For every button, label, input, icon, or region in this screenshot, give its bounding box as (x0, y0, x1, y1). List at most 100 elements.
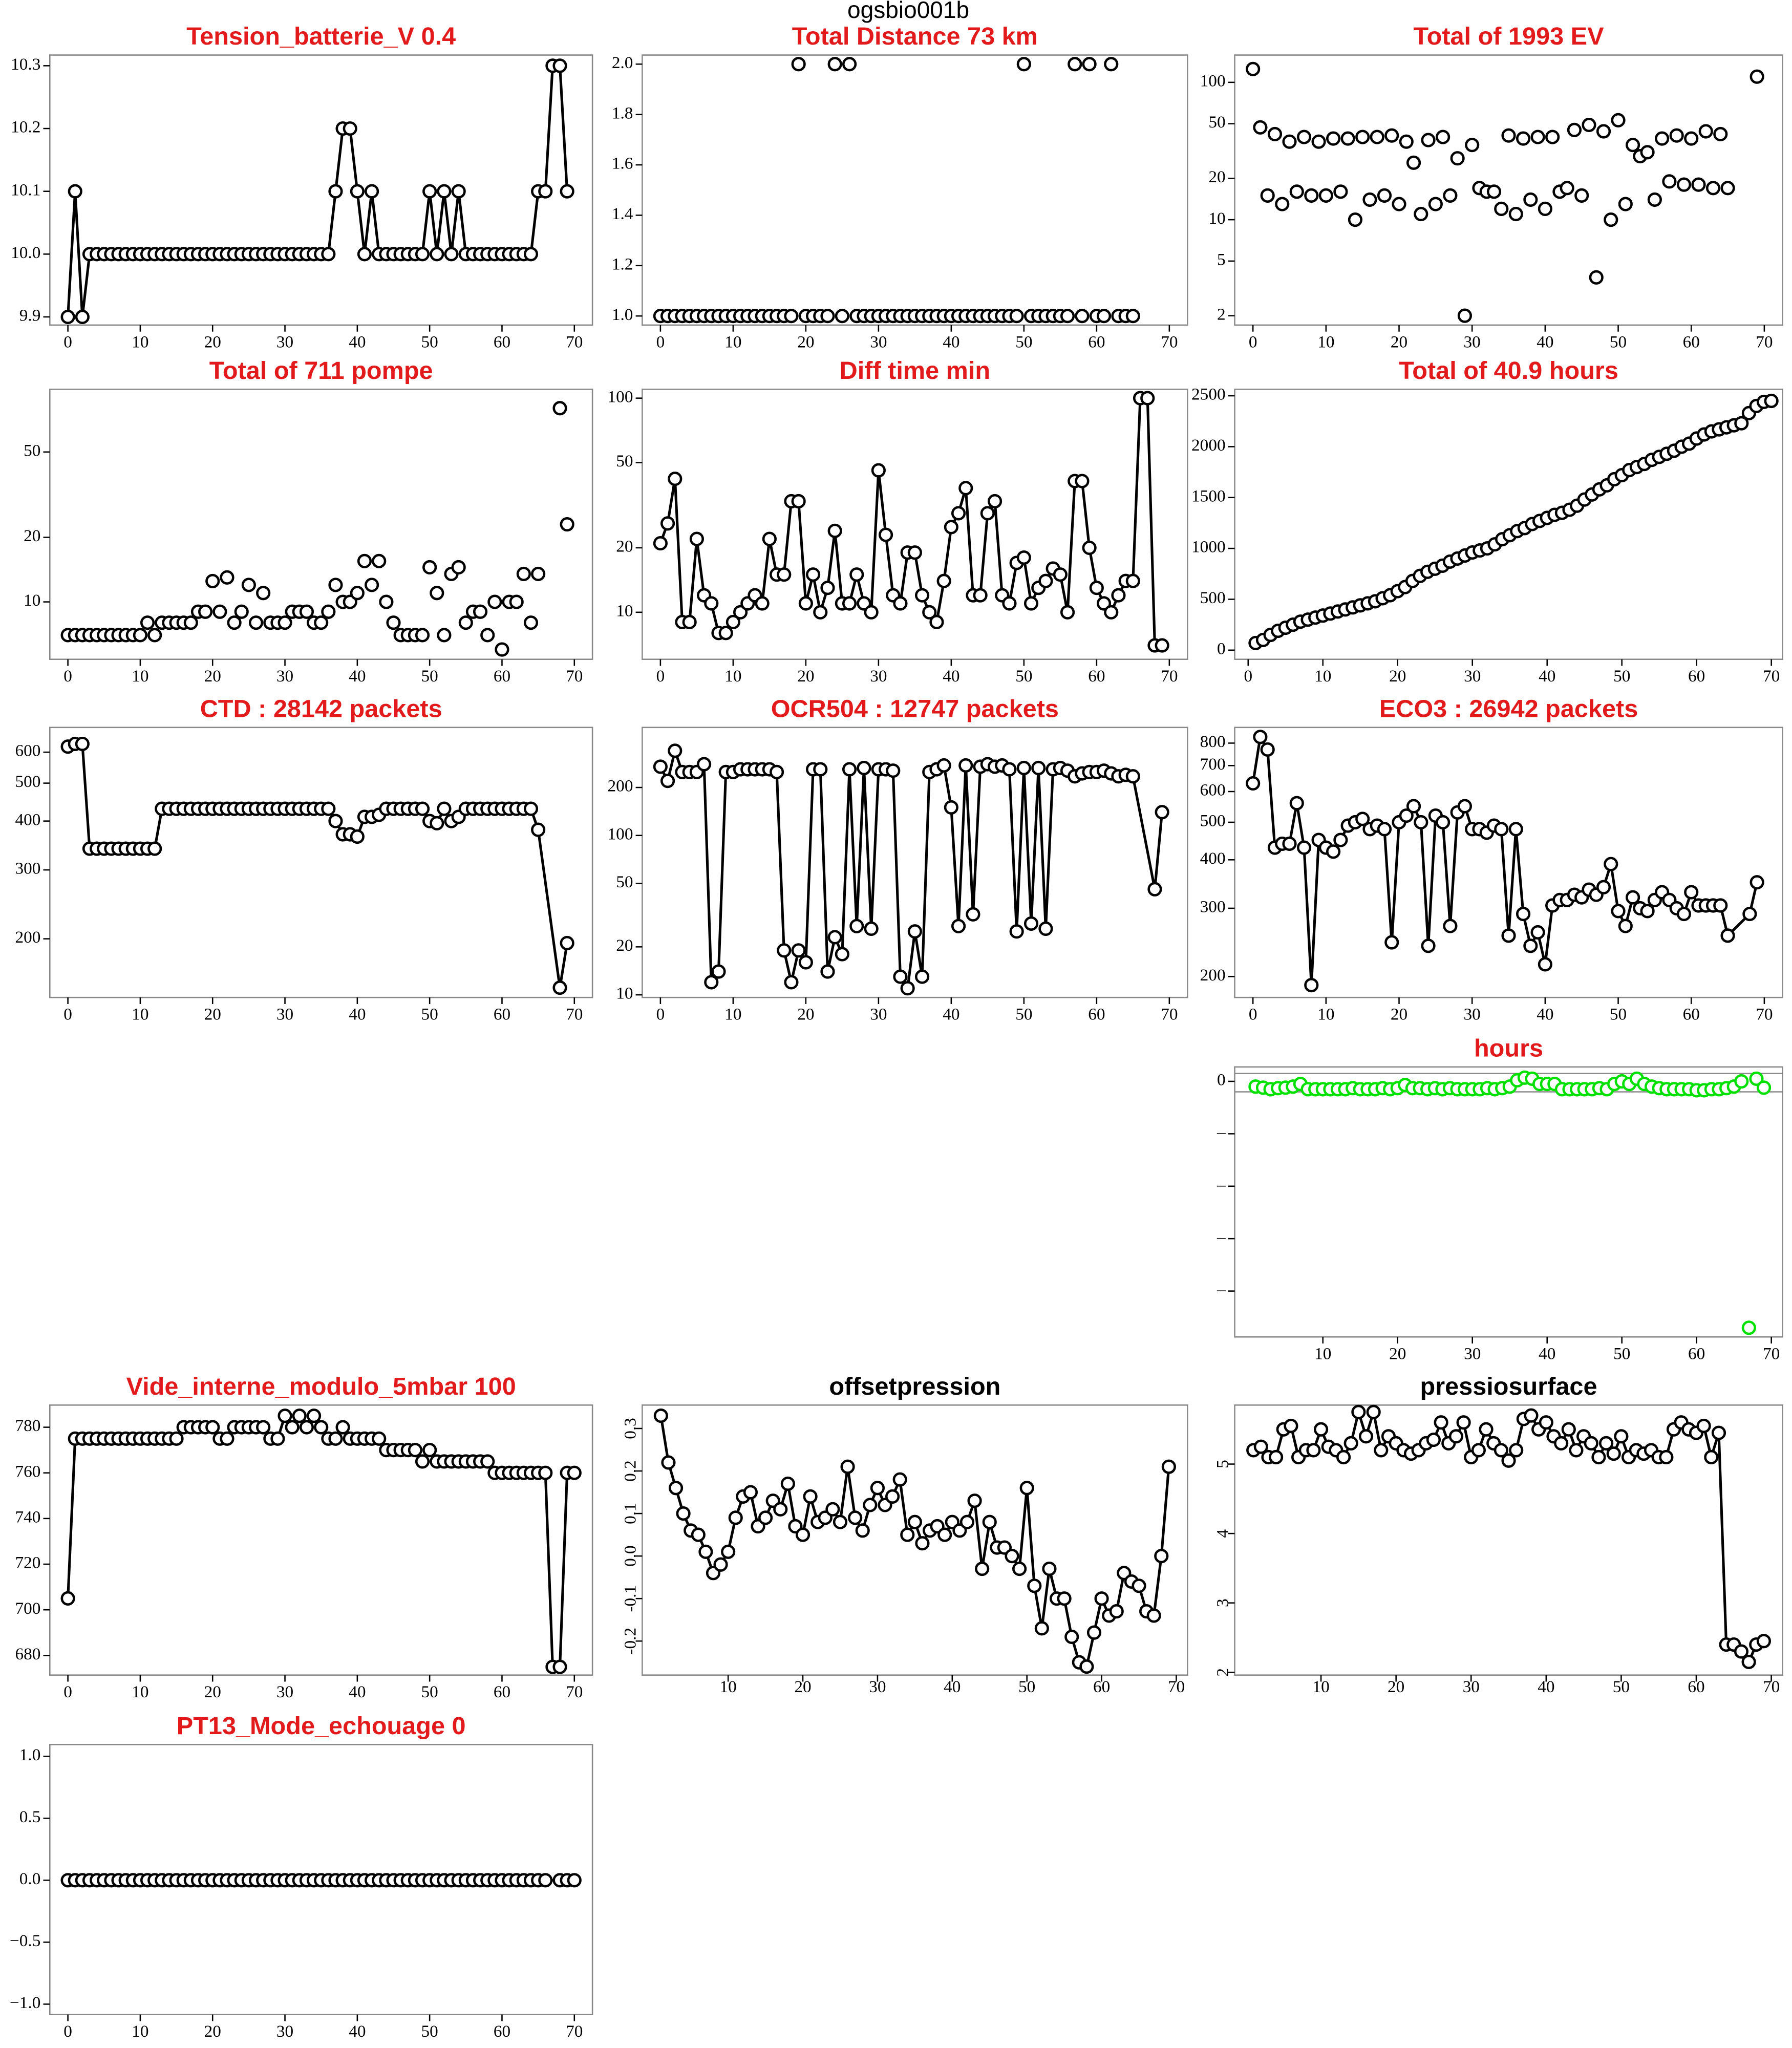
x-tick-label: 40 (1539, 667, 1555, 686)
data-point (567, 1873, 582, 1888)
data-point (350, 829, 365, 844)
data-point (1289, 184, 1304, 199)
plot-frame (1234, 1066, 1783, 1338)
y-tick-label: 400 (15, 810, 40, 829)
data-point (1147, 882, 1162, 897)
x-tick-label: 50 (1015, 332, 1032, 351)
x-tick-label: 40 (943, 332, 959, 351)
data-point (798, 955, 813, 970)
panel: ECO3 : 26942 packets20030040050060070080… (1200, 695, 1783, 1024)
data-point (1042, 1561, 1057, 1576)
data-point (660, 774, 675, 788)
y-tick-label: 10.3 (11, 55, 40, 74)
data-point (1421, 133, 1436, 147)
y-tick-label: 2000 (1191, 436, 1226, 455)
data-point (1501, 1453, 1516, 1468)
data-point (1471, 1443, 1486, 1458)
x-tick-label: 50 (421, 1682, 438, 1701)
data-point (951, 919, 966, 933)
panel: Diff time min 10 20 50 100 0 10 20 30 40 50 60 70 (608, 357, 1188, 686)
data-point (68, 184, 82, 199)
data-point (653, 536, 668, 551)
data-point (813, 762, 828, 777)
data-point (1618, 919, 1633, 933)
data-point (1104, 57, 1119, 72)
data-point (1509, 1443, 1524, 1458)
y-tick-label: 2.0 (612, 53, 633, 72)
data-point (1333, 184, 1348, 199)
y-tick-label: 1.6 (612, 154, 633, 173)
data-point (1698, 124, 1713, 139)
data-point (1713, 126, 1728, 141)
data-point (451, 560, 466, 575)
data-point (1750, 875, 1764, 890)
x-tick-label: 10 (132, 667, 148, 686)
data-point (1016, 57, 1031, 72)
data-point (1606, 1446, 1621, 1461)
y-tick-label: 500 (1200, 588, 1226, 607)
x-tick-label: 20 (797, 332, 814, 351)
data-point (982, 1514, 997, 1529)
data-point (1306, 1443, 1321, 1458)
data-point (1626, 890, 1640, 905)
data-point (676, 1506, 691, 1521)
x-tick-label: 70 (1168, 1677, 1185, 1696)
data-point (1647, 192, 1662, 207)
y-tick-label: 20 (616, 537, 633, 556)
data-point (1155, 638, 1169, 653)
panel: PT13_Mode_echouage 0 −1.0 −0.5 0.0 0.5 1.0 0 10… (10, 1712, 593, 2041)
x-tick-label: 70 (566, 1682, 583, 1701)
x-tick-label: 60 (1093, 1677, 1110, 1696)
x-tick-label: 30 (1464, 667, 1481, 686)
x-tick-label: 30 (276, 1682, 293, 1701)
panel-title: Tension_batterie_V 0.4 (186, 23, 456, 50)
y-tick-label: 20 (24, 526, 40, 545)
data-point (1584, 1436, 1598, 1450)
data-point (430, 586, 444, 601)
y-tick-label: 100 (1200, 71, 1226, 90)
data-point (728, 1510, 743, 1525)
data-point (1530, 130, 1545, 144)
data-point (791, 494, 806, 509)
data-point (1125, 769, 1140, 784)
data-point (1436, 130, 1450, 144)
y-tick-label: 50 (1208, 113, 1225, 132)
data-point (1567, 122, 1582, 137)
data-point (698, 1544, 713, 1559)
data-point (1662, 174, 1677, 189)
data-point (711, 964, 726, 979)
y-tick-label: 1.0 (612, 305, 633, 324)
x-tick-label: 10 (720, 1677, 737, 1696)
x-tick-label: 10 (724, 667, 741, 686)
x-tick-label: 60 (494, 1005, 510, 1024)
data-point (842, 57, 857, 72)
data-point (1741, 1654, 1756, 1669)
y-tick-label: 0 (1217, 1071, 1226, 1090)
y-tick-label: 600 (1200, 781, 1226, 800)
data-point (1068, 57, 1082, 72)
x-tick-label: 20 (204, 2022, 221, 2041)
data-point (668, 1481, 684, 1496)
data-point (1384, 128, 1399, 143)
data-point (773, 1502, 788, 1517)
x-tick-label: 70 (566, 332, 583, 351)
y-tick-label: 680 (15, 1645, 40, 1663)
y-tick-label: 10 (616, 984, 633, 1003)
data-point (437, 801, 452, 816)
data-point (234, 604, 249, 619)
x-tick-label: 20 (204, 667, 221, 686)
data-point (1399, 134, 1414, 149)
y-tick-label: 10.0 (11, 243, 40, 262)
y-tick-label: 50 (616, 452, 633, 471)
data-point (480, 1454, 495, 1469)
data-point (1704, 1449, 1719, 1465)
data-point (959, 1514, 975, 1529)
y-tick-label: 760 (15, 1462, 40, 1481)
data-point (552, 980, 567, 995)
data-point (365, 578, 379, 592)
data-point (140, 615, 155, 630)
y-tick-label: 0.1 (621, 1503, 640, 1524)
data-point (1640, 145, 1655, 160)
x-tick-label: 50 (421, 1005, 438, 1024)
data-point (335, 1420, 350, 1435)
